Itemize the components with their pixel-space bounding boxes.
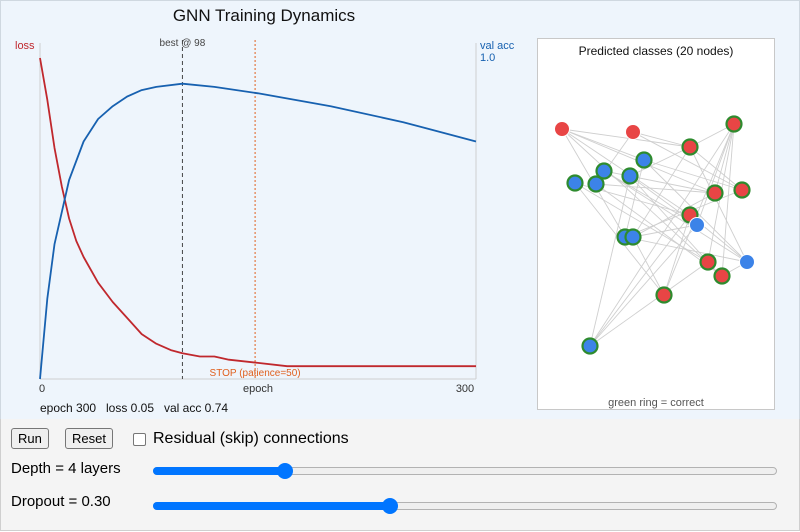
graph-edge [643,159,743,191]
graph-node-blue [624,228,642,246]
graph-edge [589,224,698,347]
x-tick-label-end: 300 [456,383,474,395]
graph-edge [589,175,631,347]
graph-edge [714,123,735,194]
graph-nodes [554,115,755,355]
training-chart: GNN Training Dynamics loss val acc 1.0 0… [15,6,755,415]
graph-edge [632,236,665,296]
graph-edge [721,123,735,277]
graph-edges [561,123,748,347]
graph-edge [629,146,691,177]
graph-node-blue [566,174,584,192]
graph-node-blue [595,162,613,180]
graph-edge [624,236,748,263]
graph-node-blue [587,175,605,193]
graph-node-red [655,286,673,304]
graph-node-blue [635,151,653,169]
acc-axis-label: val acc [480,40,515,52]
loss-series-line [39,57,476,368]
val-acc-series-line [39,82,477,380]
reset-button[interactable]: Reset [65,428,113,449]
chart-title: GNN Training Dynamics [173,6,355,25]
dropout-slider-thumb[interactable] [382,498,399,514]
graph-panel-title: Predicted classes (20 nodes) [579,44,734,58]
status-val-acc: val acc 0.74 [164,401,228,415]
graph-edge [696,123,735,226]
graph-edge [574,182,709,263]
run-button[interactable]: Run [11,428,49,449]
graph-node-red [706,184,724,202]
dropout-slider-fill [153,502,391,510]
graph-edge [632,224,698,238]
graph-edge [663,123,735,296]
graph-node-red [699,253,717,271]
residual-checkbox[interactable] [133,433,146,446]
loss-axis-label: loss [15,40,35,52]
graph-node-red [713,267,731,285]
graph-edge [624,159,645,238]
graph-node-blue [581,337,599,355]
acc-axis-max-label: 1.0 [480,52,495,64]
depth-slider-fill [153,467,285,475]
graph-edge [689,146,748,263]
graph-edge [632,131,743,191]
dropout-label: Dropout = 0.30 [11,493,111,510]
graph-edge [595,183,716,194]
graph-edge [589,214,691,347]
depth-label: Depth = 4 layers [11,460,121,477]
graph-panel-footer: green ring = correct [608,397,704,409]
graph-edge [561,128,723,277]
series-lines [39,57,477,380]
graph-edge [663,214,691,296]
controls-panel: Run Reset Residual (skip) connections De… [0,419,800,531]
residual-label: Residual (skip) connections [153,430,349,447]
graph-edge [561,128,691,148]
graph-node-blue [739,254,755,270]
graph-edge [561,128,645,161]
depth-slider-thumb[interactable] [276,463,293,479]
predicted-classes-panel [537,38,775,410]
graph-edge [632,192,716,238]
graph-node-red [681,138,699,156]
graph-node-red [725,115,743,133]
stop-epoch-marker-label: STOP (patience=50) [210,368,301,379]
status-loss: loss 0.05 [106,401,154,415]
graph-edge [632,146,691,238]
x-axis-label: epoch [243,383,273,395]
graph-node-red [554,121,570,137]
best-epoch-marker-label: best @ 98 [160,38,206,49]
dropout-slider[interactable] [153,498,777,514]
graph-node-blue [621,167,639,185]
status-epoch: epoch 300 [40,401,96,415]
graph-edge [632,131,691,148]
graph-node-red [625,124,641,140]
graph-node-red [733,181,751,199]
graph-edge [689,146,743,191]
depth-slider[interactable] [153,463,777,479]
graph-edge [589,261,709,347]
graph-node-blue [689,217,705,233]
x-tick-label-start: 0 [39,383,45,395]
epoch-markers: best @ 98 STOP (patience=50) [160,38,301,379]
